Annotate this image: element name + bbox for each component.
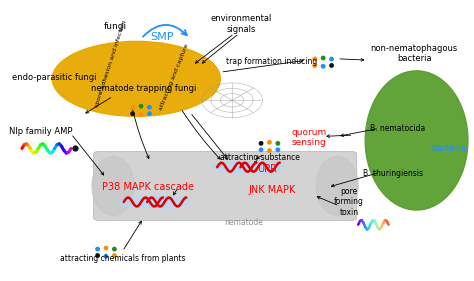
Point bbox=[311, 63, 319, 68]
Text: trap formation inducing: trap formation inducing bbox=[226, 57, 318, 66]
Point bbox=[71, 145, 79, 150]
FancyArrowPatch shape bbox=[327, 135, 351, 137]
Ellipse shape bbox=[92, 156, 134, 216]
FancyArrowPatch shape bbox=[192, 114, 228, 159]
FancyArrowPatch shape bbox=[132, 108, 149, 158]
FancyArrowPatch shape bbox=[223, 60, 303, 72]
Point bbox=[146, 105, 153, 110]
Point bbox=[257, 148, 265, 152]
Point bbox=[146, 111, 153, 116]
Text: B. nematocida: B. nematocida bbox=[370, 124, 426, 133]
Text: attracting chemicals from plants: attracting chemicals from plants bbox=[60, 254, 185, 263]
FancyArrowPatch shape bbox=[195, 35, 232, 63]
FancyArrowPatch shape bbox=[202, 35, 237, 63]
Point bbox=[265, 140, 273, 144]
Text: attracting substance: attracting substance bbox=[220, 153, 300, 162]
Text: non-nematophagous
bacteria: non-nematophagous bacteria bbox=[371, 44, 458, 63]
Ellipse shape bbox=[143, 196, 190, 208]
Text: Nlp family AMP: Nlp family AMP bbox=[9, 126, 73, 135]
FancyArrowPatch shape bbox=[86, 98, 110, 113]
Text: bacteria: bacteria bbox=[431, 144, 465, 153]
Point bbox=[94, 253, 101, 258]
FancyArrowPatch shape bbox=[182, 111, 220, 159]
Ellipse shape bbox=[52, 41, 220, 116]
FancyBboxPatch shape bbox=[93, 151, 357, 221]
Point bbox=[319, 56, 327, 60]
Point bbox=[110, 253, 118, 258]
FancyArrowPatch shape bbox=[73, 136, 104, 175]
FancyArrowPatch shape bbox=[124, 221, 141, 249]
Point bbox=[328, 57, 336, 61]
FancyArrowPatch shape bbox=[173, 190, 177, 195]
Text: nematode trapping fungi: nematode trapping fungi bbox=[91, 84, 196, 93]
Point bbox=[137, 104, 145, 108]
FancyArrowPatch shape bbox=[143, 25, 187, 37]
Text: UPR: UPR bbox=[257, 164, 277, 174]
Point bbox=[257, 141, 265, 146]
Text: nematode: nematode bbox=[224, 217, 263, 226]
Text: JNK MAPK: JNK MAPK bbox=[248, 185, 295, 195]
FancyArrowPatch shape bbox=[317, 196, 337, 205]
Text: quorum
sensing: quorum sensing bbox=[292, 128, 327, 148]
Point bbox=[110, 247, 118, 251]
Point bbox=[274, 148, 282, 152]
Ellipse shape bbox=[120, 196, 167, 208]
Ellipse shape bbox=[316, 156, 358, 216]
Point bbox=[129, 105, 137, 110]
Point bbox=[102, 246, 110, 250]
Text: P38 MAPK cascade: P38 MAPK cascade bbox=[102, 182, 194, 192]
Text: B. thuringiensis: B. thuringiensis bbox=[363, 169, 423, 178]
Point bbox=[102, 254, 110, 259]
Ellipse shape bbox=[213, 161, 260, 173]
Point bbox=[265, 148, 273, 153]
Text: endo-parasitic fungi: endo-parasitic fungi bbox=[12, 73, 97, 82]
FancyArrowPatch shape bbox=[331, 173, 376, 187]
Text: SMP: SMP bbox=[150, 32, 174, 42]
Point bbox=[274, 141, 282, 146]
Point bbox=[129, 111, 137, 116]
Point bbox=[137, 112, 145, 117]
Text: fungi: fungi bbox=[104, 22, 127, 31]
FancyArrowPatch shape bbox=[256, 155, 263, 159]
Point bbox=[94, 247, 101, 251]
Text: pore
forming
toxin: pore forming toxin bbox=[334, 187, 364, 217]
Text: attracting and capture: attracting and capture bbox=[158, 43, 190, 111]
Ellipse shape bbox=[237, 161, 283, 173]
FancyArrowPatch shape bbox=[340, 58, 364, 61]
Point bbox=[328, 63, 336, 68]
Text: environmental
signals: environmental signals bbox=[211, 14, 272, 34]
FancyArrowPatch shape bbox=[341, 129, 376, 137]
Text: spore adhesion and infection: spore adhesion and infection bbox=[94, 20, 127, 108]
Ellipse shape bbox=[365, 71, 468, 210]
Point bbox=[319, 64, 327, 69]
Point bbox=[311, 57, 319, 61]
